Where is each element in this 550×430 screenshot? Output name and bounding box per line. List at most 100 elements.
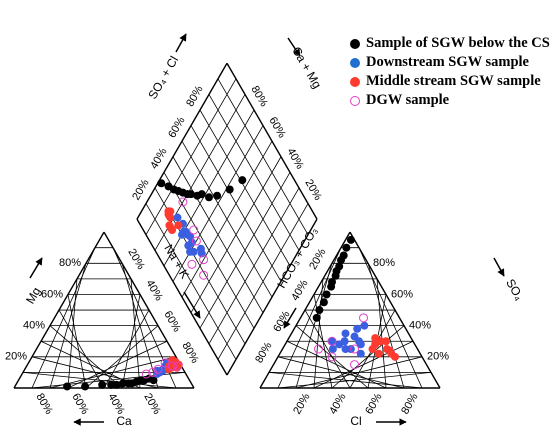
data-point-series-0 [98, 380, 107, 389]
grid-layer [22, 78, 432, 389]
data-point-series-3 [141, 369, 151, 379]
cation-triangle-gridline [85, 325, 159, 389]
cation-mg-tick-label: 40% [23, 320, 45, 332]
point-layer [63, 176, 399, 391]
legend-marker-downstream [350, 57, 360, 68]
data-point-series-1 [341, 329, 350, 338]
diamond-gridline [199, 109, 291, 267]
legend-label: Middle stream SGW sample [366, 73, 541, 89]
cation-ca-tick-label: 20% [141, 391, 163, 416]
diamond-gridline [172, 125, 264, 282]
data-point-series-0 [322, 290, 331, 299]
anion-cl-tick-label: 40% [327, 391, 349, 416]
cation-triangle-gridline [67, 340, 168, 389]
diamond-gridline [181, 140, 273, 298]
data-point-series-0 [118, 379, 127, 388]
cation-nak-tick-label: 60% [161, 309, 183, 334]
anion-hco3-tick-label: 40% [289, 278, 311, 303]
diamond-camg-axis-label-arrow [287, 37, 301, 57]
data-point-series-0 [331, 271, 340, 280]
cation-ca-tick-label: 80% [33, 391, 55, 416]
diamond-edge [226, 62, 318, 220]
data-point-series-1 [173, 213, 182, 222]
data-point-series-2 [374, 349, 383, 358]
cation-triangle-gridline [103, 309, 150, 389]
data-point-series-0 [157, 179, 166, 188]
anion-triangle-edge [259, 231, 351, 389]
data-point-series-0 [238, 176, 247, 185]
cation-ca-axis-label: Ca [116, 414, 132, 428]
cation-mg-tick-label: 80% [59, 257, 81, 269]
data-point-series-2 [371, 334, 380, 343]
data-point-series-0 [337, 256, 345, 265]
legend-label: DGW sample [366, 92, 450, 108]
legend-marker-middle-stream [350, 76, 360, 87]
data-point-series-1 [328, 337, 336, 346]
anion-so4-tick-label: 40% [409, 320, 431, 332]
data-point-series-3 [327, 336, 337, 346]
data-point-series-3 [350, 344, 359, 354]
cation-triangle-edge [13, 231, 105, 389]
anion-triangle-gridline [331, 325, 405, 389]
data-point-series-1 [340, 337, 349, 346]
legend-item: Middle stream SGW sample [350, 72, 550, 91]
cation-ca-tick-label: 40% [105, 391, 127, 416]
anion-triangle-gridline [277, 372, 432, 389]
cation-mg-tick-label: 20% [5, 351, 27, 363]
anion-so4-tick-label: 80% [373, 257, 395, 269]
cation-triangle-gridline [49, 356, 177, 389]
diamond-gridline [145, 78, 237, 235]
data-point-series-3 [189, 225, 199, 235]
diamond-gridline [190, 125, 282, 282]
data-point-series-0 [213, 191, 222, 200]
data-point-series-0 [342, 243, 351, 252]
data-point-series-3 [314, 344, 323, 354]
legend-item: DGW sample [350, 91, 550, 110]
data-point-series-0 [107, 380, 116, 389]
legend-label: Sample of SGW below the CSP [366, 35, 550, 51]
data-point-series-3 [160, 358, 170, 368]
anion-cl-tick-label: 60% [363, 391, 385, 416]
anion-hco3-tick-label: 60% [271, 309, 293, 334]
cation-triangle-gridline [49, 325, 123, 389]
data-point-series-3 [178, 197, 188, 207]
anion-so4-tick-label: 20% [427, 351, 449, 363]
cation-ca-tick-label: 60% [69, 391, 91, 416]
cation-nak-axis-label-arrow [183, 291, 201, 319]
data-point-series-1 [360, 321, 369, 330]
data-point-series-2 [382, 337, 390, 346]
anion-triangle-gridline [295, 325, 369, 389]
data-point-series-0 [315, 306, 324, 315]
data-point-series-3 [148, 367, 158, 377]
anion-triangle-gridline [304, 309, 351, 389]
data-point-series-3 [350, 360, 359, 370]
data-point-series-0 [312, 313, 321, 322]
data-point-series-1 [356, 340, 365, 349]
legend-item: Downstream SGW sample [350, 53, 550, 72]
data-point-series-0 [205, 193, 213, 202]
data-point-series-1 [189, 247, 198, 256]
anion-triangle-gridline [286, 340, 387, 389]
legend: Sample of SGW below the CSP Downstream S… [350, 34, 550, 110]
anion-hco3-axis-label-arrow [283, 307, 297, 329]
data-point-series-2 [168, 355, 177, 364]
data-point-series-0 [319, 298, 328, 307]
anion-hco3-tick-label: 20% [307, 247, 329, 272]
legend-item: Sample of SGW below the CSP [350, 34, 550, 53]
cation-mg-tick-label: 60% [41, 288, 63, 300]
anion-triangle-gridline [277, 356, 405, 389]
diamond-so4cl-axis-label: SO₄ + Cl [145, 54, 181, 102]
anion-triangle-edge [349, 231, 441, 389]
anion-hco3-tick-label: 80% [253, 340, 275, 365]
anion-so4-axis-label: SO₄ [503, 276, 526, 302]
diamond-edge [136, 62, 228, 220]
data-point-series-2 [174, 221, 183, 230]
diamond-gridline [163, 109, 255, 267]
anion-cl-tick-label: 20% [291, 391, 313, 416]
anion-triangle-gridline [313, 340, 414, 389]
data-point-series-3 [199, 255, 209, 265]
data-point-series-3 [359, 313, 368, 323]
data-point-series-3 [327, 352, 337, 362]
data-point-series-0 [197, 190, 206, 199]
